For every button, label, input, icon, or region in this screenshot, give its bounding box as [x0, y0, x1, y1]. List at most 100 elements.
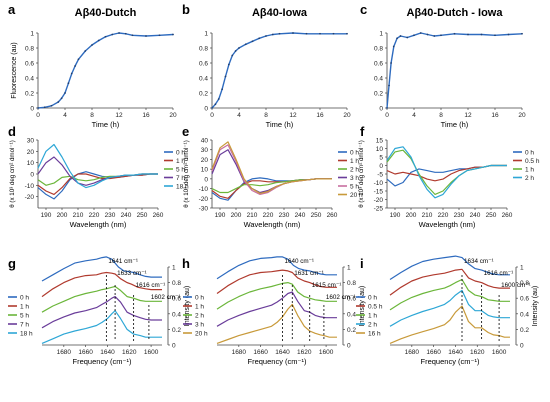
panel-letter: h	[182, 256, 190, 271]
y-tick-label: 0.6	[347, 296, 356, 303]
y-axis-label: θ (x 10³ deg cm² dmol⁻¹)	[9, 140, 16, 208]
legend-label: 2 h	[525, 175, 534, 182]
y-axis-label: θ (x 10³ deg cm² dmol⁻¹)	[358, 140, 365, 208]
x-tick-label: 20	[169, 112, 177, 119]
y-tick-label: 1	[379, 31, 383, 38]
legend-label: 5 h	[176, 167, 185, 174]
x-tick-label: 230	[279, 212, 290, 219]
series-line	[216, 256, 337, 280]
series-line	[386, 32, 523, 109]
x-tick-label: 240	[121, 212, 132, 219]
y-tick-label: 0.8	[520, 280, 529, 287]
data-point	[57, 101, 60, 103]
series-line	[41, 285, 162, 313]
x-tick-label: 240	[470, 212, 481, 219]
data-point	[332, 32, 335, 35]
y-tick-label: 20	[201, 157, 209, 164]
y-tick-label: 0.6	[25, 61, 34, 68]
y-tick-label: 0.4	[25, 76, 34, 83]
y-tick-label: 0.2	[374, 91, 383, 98]
y-tick-label: 1	[30, 31, 34, 38]
data-point	[104, 35, 107, 38]
series-line	[41, 256, 162, 282]
annotation-label: 1641 cm⁻¹	[108, 258, 138, 265]
panel-a: a Aβ40-Dutch 0 0.2 0.4 0.6 0.8 1 0 4 8 12 16 20 Time (…	[8, 2, 177, 129]
data-point	[211, 107, 213, 109]
y-tick-label: 0.2	[347, 327, 356, 334]
annotation-label: 1640 cm⁻¹	[284, 258, 314, 265]
x-tick-label: 4	[412, 112, 416, 119]
data-point	[91, 44, 93, 46]
series-line	[216, 282, 337, 310]
y-tick-label: -15	[374, 189, 384, 196]
data-point	[292, 32, 294, 34]
legend-label: 1 h	[20, 304, 29, 311]
x-tick-label: 16	[491, 112, 499, 119]
x-axis-label: Wavelength (nm)	[70, 220, 127, 229]
y-tick-label: 0	[30, 172, 34, 179]
data-point	[97, 39, 100, 42]
annotation-label: 1600 cm⁻¹	[501, 282, 531, 289]
x-tick-label: 230	[454, 212, 465, 219]
x-axis-label: Time (h)	[266, 120, 294, 129]
y-axis-label: Intensity (au)	[532, 286, 539, 326]
x-tick-label: 1660	[78, 349, 93, 356]
y-tick-label: 0.6	[520, 296, 529, 303]
x-tick-label: 1620	[297, 349, 312, 356]
data-point	[70, 72, 73, 75]
y-tick-label: 0	[347, 343, 351, 350]
annotation-label: 1634 cm⁻¹	[464, 258, 494, 265]
data-point	[467, 33, 469, 36]
data-point	[50, 104, 53, 107]
x-tick-label: 1680	[405, 349, 420, 356]
y-tick-label: 0.8	[25, 46, 34, 53]
data-point	[84, 50, 87, 52]
data-point	[118, 32, 120, 34]
legend-label: 1 h	[350, 158, 359, 165]
y-tick-label: 30	[27, 138, 35, 145]
panel-letter: a	[8, 2, 16, 17]
x-tick-label: 260	[502, 212, 513, 219]
data-point	[217, 98, 220, 100]
panel-title: Aβ40-Dutch - Iowa	[407, 7, 504, 19]
y-tick-label: -25	[374, 206, 384, 213]
x-axis-label: Time (h)	[441, 120, 469, 129]
legend-label: 2 h	[368, 322, 377, 329]
y-tick-label: -20	[374, 197, 384, 204]
panel-letter: c	[360, 2, 367, 17]
y-tick-label: 0	[172, 343, 176, 350]
x-tick-label: 210	[422, 212, 433, 219]
data-point	[221, 88, 224, 91]
data-point	[172, 33, 174, 36]
data-point	[244, 43, 247, 46]
data-point	[426, 33, 429, 36]
data-point	[77, 58, 80, 61]
data-point	[413, 34, 415, 37]
panel-g: g 1680 1660 1640 1620 1600 0 0.2 0.4 0.6 0.8 1 Frequ…	[8, 256, 191, 366]
x-tick-label: 4	[63, 112, 67, 119]
data-point	[231, 54, 234, 57]
x-tick-label: 200	[406, 212, 417, 219]
data-point	[419, 32, 422, 34]
x-tick-label: 240	[295, 212, 306, 219]
x-axis-label: Wavelength (nm)	[244, 220, 301, 229]
x-tick-label: 1680	[232, 349, 247, 356]
x-axis-label: Frequency (cm⁻¹)	[248, 357, 307, 366]
x-tick-label: 12	[115, 112, 123, 119]
x-tick-label: 230	[105, 212, 116, 219]
y-tick-label: 0.2	[199, 91, 208, 98]
x-tick-label: 220	[89, 212, 100, 219]
data-point	[346, 32, 348, 35]
data-point	[238, 47, 240, 49]
data-point	[214, 103, 217, 106]
data-point	[440, 34, 442, 37]
legend-label: 7 h	[20, 322, 29, 329]
panel-d: d -20 -10 0 10 20 30 190 200 210 220 230 240 250 260 Wa…	[8, 124, 189, 229]
data-point	[305, 32, 308, 35]
data-point	[64, 92, 66, 94]
series-line	[41, 271, 162, 298]
y-tick-label: 1	[520, 265, 524, 272]
x-tick-label: 1620	[470, 349, 485, 356]
x-tick-label: 16	[142, 112, 150, 119]
